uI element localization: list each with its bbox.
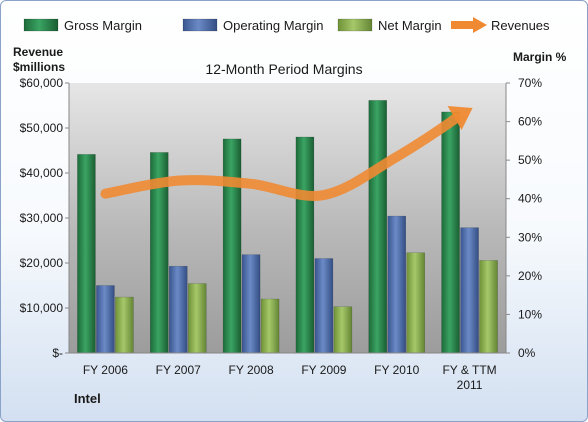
operating-margin-bar [241, 254, 261, 354]
left-tick-label: $10,000 [20, 301, 64, 315]
legend-label-operating-margin: Operating Margin [223, 18, 323, 33]
x-tick-label: FY 2007 [156, 363, 201, 377]
left-tick-label: $30,000 [20, 211, 64, 225]
left-tick-label: $20,000 [20, 256, 64, 270]
gross-margin-bar [441, 111, 460, 354]
gross-margin-bar [295, 136, 315, 354]
operating-margin-bar [460, 227, 479, 354]
legend-arrow-revenues [473, 17, 487, 33]
net-margin-bar [406, 252, 425, 354]
chart-title: 12-Month Period Margins [205, 61, 362, 77]
x-tick-label: FY & TTM [442, 363, 496, 377]
revenues-arrowhead [447, 106, 473, 130]
right-tick-label: 30% [518, 230, 542, 244]
x-tick-label: FY 2009 [301, 363, 346, 377]
net-margin-bar [115, 296, 134, 354]
x-tick-label-line2: 2011 [457, 378, 483, 392]
right-tick-label: 10% [518, 307, 542, 321]
left-tick-label: $50,000 [20, 121, 64, 135]
revenues-line [100, 112, 461, 201]
left-axis-label-line2: $millions [13, 60, 65, 74]
right-tick-label: 50% [518, 153, 542, 167]
legend-label-net-margin: Net Margin [378, 18, 442, 33]
operating-margin-bar [96, 285, 115, 354]
right-tick-label: 40% [518, 192, 542, 206]
right-tick-label: 0% [518, 346, 536, 360]
x-tick-label: FY 2008 [229, 363, 274, 377]
x-tick-label: FY 2006 [83, 363, 128, 377]
legend-swatch-gross-margin [23, 18, 59, 32]
net-margin-bar [188, 283, 207, 354]
right-tick-label: 20% [518, 269, 542, 283]
legend-label-revenues: Revenues [491, 18, 550, 33]
right-axis-label: Margin % [513, 50, 567, 64]
gross-margin-bar [222, 138, 242, 354]
operating-margin-bar [314, 258, 334, 354]
left-tick-label: $60,000 [20, 76, 64, 90]
x-tick-label: FY 2010 [374, 363, 419, 377]
legend-label-gross-margin: Gross Margin [64, 18, 142, 33]
right-tick-label: 60% [518, 115, 542, 129]
right-tick-label: 70% [518, 76, 542, 90]
net-margin-bar [479, 260, 498, 354]
net-margin-bar [333, 306, 353, 354]
left-tick-label: $40,000 [20, 166, 64, 180]
left-axis-label-line1: Revenue [13, 45, 63, 59]
legend-swatch-operating-margin [182, 18, 218, 32]
gross-margin-bar [368, 100, 387, 354]
gross-margin-bar [77, 154, 96, 354]
left-tick-label: $- [52, 346, 63, 360]
net-margin-bar [260, 298, 280, 354]
operating-margin-bar [387, 215, 406, 354]
operating-margin-bar [169, 265, 188, 354]
company-label: Intel [74, 391, 101, 406]
legend-swatch-net-margin [337, 18, 373, 32]
